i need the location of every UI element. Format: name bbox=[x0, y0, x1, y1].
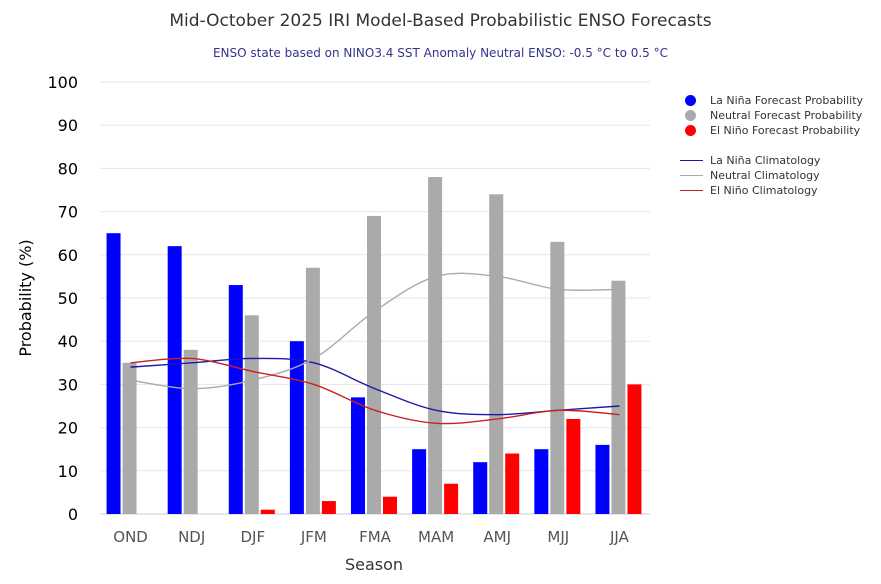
neutral-forecast-bar bbox=[183, 349, 198, 514]
legend-marker-la-nina-forecast bbox=[685, 95, 696, 106]
legend-label-el-nino-climatology: El Niño Climatology bbox=[710, 184, 818, 197]
x-tick-label: OND bbox=[113, 528, 148, 546]
y-tick-label: 60 bbox=[58, 246, 78, 265]
neutral-forecast-bar bbox=[122, 362, 137, 514]
x-tick-label: NDJ bbox=[178, 528, 205, 546]
y-tick-label: 100 bbox=[47, 73, 78, 92]
climatology-lines bbox=[130, 272, 620, 425]
el-nino-forecast-bar bbox=[383, 496, 397, 514]
y-tick-label: 90 bbox=[58, 116, 78, 135]
legend-item-la-nina-forecast: La Niña Forecast Probability bbox=[680, 93, 863, 108]
y-tick-label: 10 bbox=[58, 462, 78, 481]
la-nina-forecast-bar bbox=[351, 397, 365, 514]
el-nino-forecast-bar bbox=[505, 453, 520, 514]
neutral-forecast-bar bbox=[428, 177, 443, 515]
y-tick-label: 50 bbox=[58, 289, 78, 308]
neutral-forecast-bar bbox=[244, 315, 259, 514]
neutral-forecast-bar bbox=[611, 280, 626, 514]
x-tick-label: JFM bbox=[300, 528, 327, 546]
la-nina-forecast-bar bbox=[412, 449, 427, 514]
legend-label-el-nino-forecast: El Niño Forecast Probability bbox=[710, 124, 861, 137]
legend-label-neutral-climatology: Neutral Climatology bbox=[710, 169, 820, 182]
y-tick-labels: 0 10 20 30 40 50 60 70 80 90 100 bbox=[47, 73, 78, 524]
y-tick-label: 0 bbox=[68, 505, 78, 524]
chart-subtitle: ENSO state based on NINO3.4 SST Anomaly … bbox=[212, 46, 669, 60]
legend-item-el-nino-forecast: El Niño Forecast Probability bbox=[680, 123, 863, 138]
la-nina-forecast-bar bbox=[167, 246, 182, 514]
neutral-forecast-bar bbox=[305, 267, 320, 514]
legend: La Niña Forecast Probability Neutral For… bbox=[680, 93, 863, 198]
legend-label-la-nina-climatology: La Niña Climatology bbox=[710, 154, 821, 167]
legend-item-neutral-forecast: Neutral Forecast Probability bbox=[680, 108, 863, 123]
la-nina-forecast-bar bbox=[473, 462, 488, 514]
legend-item-neutral-climatology: Neutral Climatology bbox=[680, 168, 863, 183]
y-tick-label: 30 bbox=[58, 375, 78, 394]
bars bbox=[106, 177, 642, 515]
legend-item-la-nina-climatology: La Niña Climatology bbox=[680, 153, 863, 168]
x-tick-labels: OND NDJ DJF JFM FMA MAM AMJ MJJ JJA bbox=[113, 528, 629, 546]
la-nina-forecast-bar bbox=[106, 233, 121, 514]
y-tick-label: 40 bbox=[58, 332, 78, 351]
y-tick-label: 70 bbox=[58, 203, 78, 222]
el-nino-forecast-bar bbox=[260, 509, 275, 514]
legend-label-neutral-forecast: Neutral Forecast Probability bbox=[710, 109, 863, 122]
el-nino-forecast-bar bbox=[627, 384, 642, 514]
x-tick-label: MAM bbox=[418, 528, 454, 546]
x-tick-label: JJA bbox=[609, 528, 630, 546]
el-nino-forecast-bar bbox=[566, 418, 581, 514]
x-tick-label: MJJ bbox=[547, 528, 569, 546]
y-axis-label: Probability (%) bbox=[16, 239, 35, 356]
x-tick-label: AMJ bbox=[483, 528, 511, 546]
legend-item-el-nino-climatology: El Niño Climatology bbox=[680, 183, 863, 198]
la-nina-forecast-bar bbox=[534, 449, 549, 514]
legend-marker-neutral-climatology bbox=[680, 174, 703, 177]
legend-marker-el-nino-forecast bbox=[685, 125, 696, 136]
chart-title: Mid-October 2025 IRI Model-Based Probabi… bbox=[169, 11, 712, 31]
neutral-forecast-bar bbox=[489, 194, 504, 514]
neutral-forecast-bar bbox=[367, 215, 381, 515]
neutral-climatology-line bbox=[130, 272, 620, 390]
el-nino-forecast-bar bbox=[321, 501, 336, 514]
legend-label-la-nina-forecast: La Niña Forecast Probability bbox=[710, 94, 864, 107]
la-nina-forecast-bar bbox=[228, 285, 243, 514]
el-nino-climatology-line bbox=[130, 357, 620, 425]
y-tick-label: 80 bbox=[58, 159, 78, 178]
legend-marker-la-nina-climatology bbox=[680, 159, 703, 162]
la-nina-forecast-bar bbox=[595, 444, 610, 514]
x-axis-label: Season bbox=[345, 555, 403, 574]
el-nino-forecast-bar bbox=[444, 483, 459, 514]
legend-marker-neutral-forecast bbox=[685, 110, 696, 121]
x-tick-label: FMA bbox=[359, 528, 392, 546]
y-tick-label: 20 bbox=[58, 419, 78, 438]
la-nina-forecast-bar bbox=[289, 341, 304, 514]
x-tick-label: DJF bbox=[240, 528, 265, 546]
neutral-forecast-bar bbox=[550, 241, 565, 514]
legend-marker-el-nino-climatology bbox=[680, 189, 703, 192]
